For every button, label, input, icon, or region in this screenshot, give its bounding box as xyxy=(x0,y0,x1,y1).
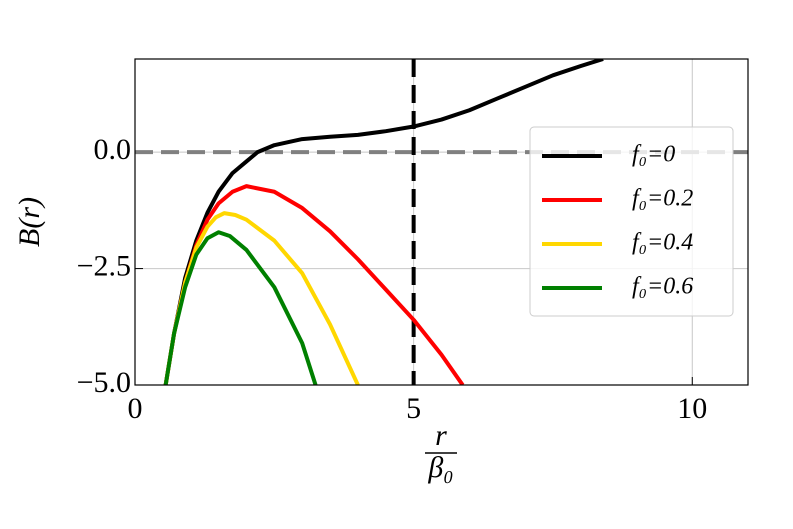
x-tick-label: 5 xyxy=(406,392,421,425)
series-line xyxy=(163,59,604,385)
legend-label: f₀=0.2 xyxy=(632,186,693,212)
series-line xyxy=(163,184,465,385)
x-tick-label: 0 xyxy=(128,392,143,425)
plot-area xyxy=(163,59,604,385)
legend-label: f₀=0.4 xyxy=(632,230,693,256)
legend-label: f₀=0.6 xyxy=(632,274,693,300)
x-axis-label-denominator: β₀ xyxy=(427,451,453,484)
legend-label: f₀=0 xyxy=(632,142,675,168)
x-axis-label-numerator: r xyxy=(435,419,447,452)
y-tick-label: −5.0 xyxy=(77,366,131,399)
x-tick-label: 10 xyxy=(677,392,707,425)
y-tick-label: 0.0 xyxy=(94,133,132,166)
legend-box xyxy=(529,126,734,317)
plot-frame xyxy=(134,58,749,386)
series-line xyxy=(163,230,318,385)
y-axis-label: B(r) xyxy=(13,197,46,247)
series-line xyxy=(163,211,360,385)
y-tick-label: −2.5 xyxy=(77,249,131,282)
